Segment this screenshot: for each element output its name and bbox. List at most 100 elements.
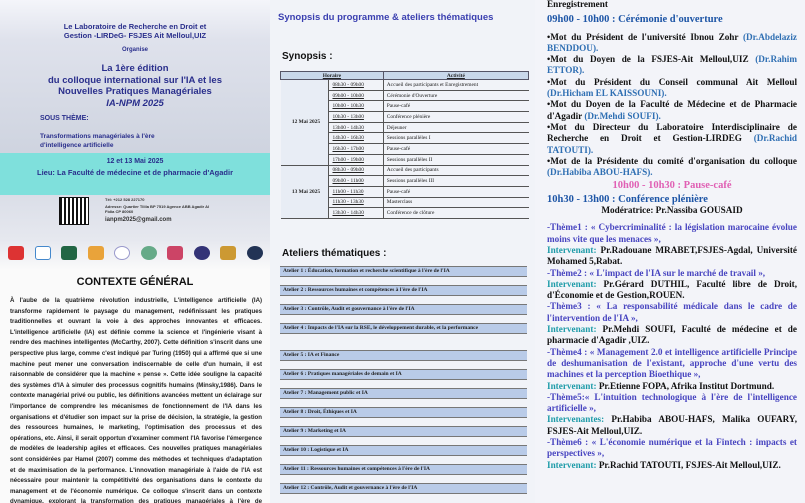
partner-logo	[220, 246, 237, 260]
intervenant-label: Intervenant:	[547, 278, 597, 289]
sous-theme-label: SOUS THÈME:	[40, 115, 89, 122]
schedule-row: 13h00 - 14h30 Déjeuner	[281, 122, 529, 134]
activity-cell: Conférence plénière	[383, 111, 529, 123]
contexte-title: CONTEXTE GÉNÉRAL	[76, 276, 194, 288]
schedule-row: 14h30 - 16h30 Sessions parallèles I	[281, 132, 529, 145]
time-cell: 13h30 - 14h30	[328, 207, 384, 219]
ateliers-label: Ateliers thématiques :	[282, 248, 387, 259]
partner-logo	[246, 246, 263, 260]
intervenant-label: Intervenant:	[547, 459, 597, 470]
partner-logo	[140, 246, 157, 260]
time-cell: 10h30 - 13h00	[328, 111, 384, 123]
schedule-row: 11h00 - 11h30 Pause-café	[281, 186, 529, 198]
synopsis-panel: Synopsis du programme & ateliers thémati…	[270, 0, 535, 503]
theme-title: -Thème2 : « L'impact de l'IA sur le marc…	[547, 267, 766, 278]
time-cell: 13h00 - 14h30	[328, 122, 384, 134]
qr-code[interactable]	[59, 197, 89, 225]
partner-logo	[61, 246, 78, 260]
mot-text: •Mot du Doyen de la FSJES-Ait Melloul,UI…	[547, 54, 756, 65]
partner-logo	[167, 246, 184, 260]
theme-title: -Thème6 : « L'économie numérique et la F…	[547, 436, 797, 459]
schedule-row: 09h00 - 10h00 Cérémonie d'Ouverture	[281, 90, 529, 102]
activity-cell: Conférence de clôture	[383, 207, 529, 219]
time-cell: 09h00 - 10h00	[328, 90, 384, 102]
activity-cell: Sessions parallèles II	[383, 154, 529, 166]
time-cell: 08h30 - 09h00	[328, 79, 384, 91]
pleniere-heading: 10h30 - 13h00 : Conférence plénière	[547, 193, 708, 205]
intervenant-name: Pr.Gérard DUTHIL, Faculté libre de Droit…	[547, 278, 797, 301]
atelier-item: Atelier 12 : Contrôle, Audit et gouverna…	[280, 483, 527, 494]
poster-panel: Le Laboratoire de Recherche en Droit et …	[0, 0, 270, 503]
activity-cell: Pause-café	[383, 186, 529, 198]
schedule-row: 17h00 - 19h00 Sessions parallèles II	[281, 154, 529, 166]
time-cell: 11h30 - 13h30	[328, 197, 384, 209]
mot-text: •Mot de la Présidente du comité d'organi…	[547, 155, 797, 166]
atelier-item: Atelier 10 : Logistique et IA	[280, 445, 527, 456]
partner-logo	[87, 246, 104, 260]
dates: 12 et 13 Mai 2025	[106, 158, 164, 165]
schedule-table: Horaire Activité 12 Mai 2025 08h30 - 09h00…	[280, 71, 530, 219]
atelier-item: Atelier 7 : Management public et IA	[280, 388, 527, 399]
mot-text: •Mot du Doyen de la Faculté de Médecine …	[547, 99, 797, 121]
intervenant-name: Pr.Habiba ABOU-HAFS, Malika OUFARY, FSJE…	[547, 414, 797, 436]
mot-text: •Mot du Président de l'université Ibnou …	[547, 31, 743, 42]
activity-cell: Accueil des participants	[383, 165, 529, 177]
time-cell: 16h30 - 17h00	[328, 143, 384, 155]
theme-title: -Thème1 : « Cybercriminalité : la législ…	[547, 222, 797, 244]
mot-speaker: (Dr.Hicham EL KAISSOUNI).	[547, 88, 667, 99]
atelier-item: Atelier 5 : IA et Finance	[280, 350, 527, 361]
atelier-item: Atelier 8 : Droit, Éthiques et IA	[280, 407, 527, 418]
mot-item: •Mot de la Présidente du comité d'organi…	[547, 156, 797, 179]
intervenant-name: Pr.Mehdi SOUFI, Faculté de médecine et d…	[547, 324, 797, 346]
section-title: Synopsis du programme & ateliers thémati…	[278, 12, 494, 23]
synopsis-label: Synopsis :	[282, 51, 333, 62]
intervenant-name: Pr.Rachid TATOUTI, FSJES-Ait Melloul,UIZ…	[596, 459, 781, 470]
schedule-row: 10h00 - 10h30 Pause-café	[281, 100, 529, 113]
atelier-item: Atelier 9 : Marketing et IA	[280, 426, 527, 437]
time-cell: 14h30 - 16h30	[328, 132, 384, 145]
mot-speaker: (Dr.Abdelaziz BENDDOU).	[547, 31, 797, 53]
mot-speaker: (Dr.Habiba ABOU-HAFS).	[547, 167, 653, 178]
time-cell: 10h00 - 10h30	[328, 100, 384, 113]
time-cell: 17h00 - 19h00	[328, 154, 384, 166]
date-band	[0, 153, 270, 195]
pause-cafe: 10h00 - 10h30 : Pause-café	[612, 180, 732, 192]
mot-item: •Mot du Directeur du Laboratoire Interdi…	[547, 122, 797, 156]
header-activite: Activité	[382, 71, 530, 80]
contexte-text: À l'aube de la quatrième révolution indu…	[10, 297, 262, 503]
lieu: Lieu: La Faculté de médecine et de pharm…	[36, 168, 233, 177]
partner-logo	[114, 246, 131, 260]
activity-cell: Sessions parallèles III	[383, 175, 529, 187]
intervenant-label: Intervenant:	[547, 380, 597, 391]
schedule-row: 12 Mai 2025 08h30 - 09h00 Accueil des part…	[280, 79, 529, 166]
atelier-item: Atelier 4 : Impacts de l'IA sur la RSE, …	[280, 323, 527, 334]
theme-item: -Thème2 : « L'impact de l'IA sur le marc…	[547, 268, 797, 302]
activity-cell: Pause-café	[383, 100, 529, 113]
mot-speaker: (Dr.Rahim ETTOR).	[547, 54, 797, 76]
theme-title: -Thème5:« L'intuition technologique à l'…	[547, 391, 797, 414]
time-cell: 09h00 - 11h00	[328, 175, 384, 187]
theme-title: -Thème4 : « Management 2.0 et intelligen…	[547, 346, 797, 380]
day-cell: 13 Mai 2025	[280, 165, 330, 219]
activity-cell: Sessions parallèles I	[383, 132, 529, 145]
phone: Tél: +212 528 227170	[105, 197, 145, 202]
moderatrice: Modératrice: Pr.Nassiba GOUSAID	[601, 205, 743, 216]
atelier-item: Atelier 1 : Éducation, formation et rech…	[280, 266, 527, 277]
schedule-row: 16h30 - 17h00 Pause-café	[281, 143, 529, 155]
partner-logo	[34, 246, 51, 260]
partner-logo	[8, 246, 24, 260]
schedule-row: 11h30 - 13h30 Masterclass	[281, 197, 529, 209]
theme-item: -Thème1 : « Cybercriminalité : la législ…	[547, 222, 797, 267]
address: Adresse: Quartier Tilila BP 7519 Agence …	[105, 204, 210, 214]
atelier-item: Atelier 3 : Contrôle, Audit et gouvernan…	[280, 304, 527, 315]
organise: Organise	[121, 47, 148, 53]
mot-text: •Mot du Directeur du Laboratoire Interdi…	[547, 121, 797, 144]
title-line2: Nouvelles Pratiques Managériales	[58, 86, 212, 97]
partner-logo	[193, 246, 210, 260]
mot-item: •Mot du Président du Conseil communal Ai…	[547, 77, 797, 100]
title-line1: du colloque international sur l'IA et le…	[48, 75, 222, 86]
header-horaire: Horaire	[280, 71, 384, 80]
mot-item: •Mot du Doyen de la FSJES-Ait Melloul,UI…	[547, 54, 797, 77]
email-link[interactable]: ianpm2025@gmail.com	[105, 217, 172, 223]
theme-item: -Thème4 : « Management 2.0 et intelligen…	[547, 347, 797, 392]
